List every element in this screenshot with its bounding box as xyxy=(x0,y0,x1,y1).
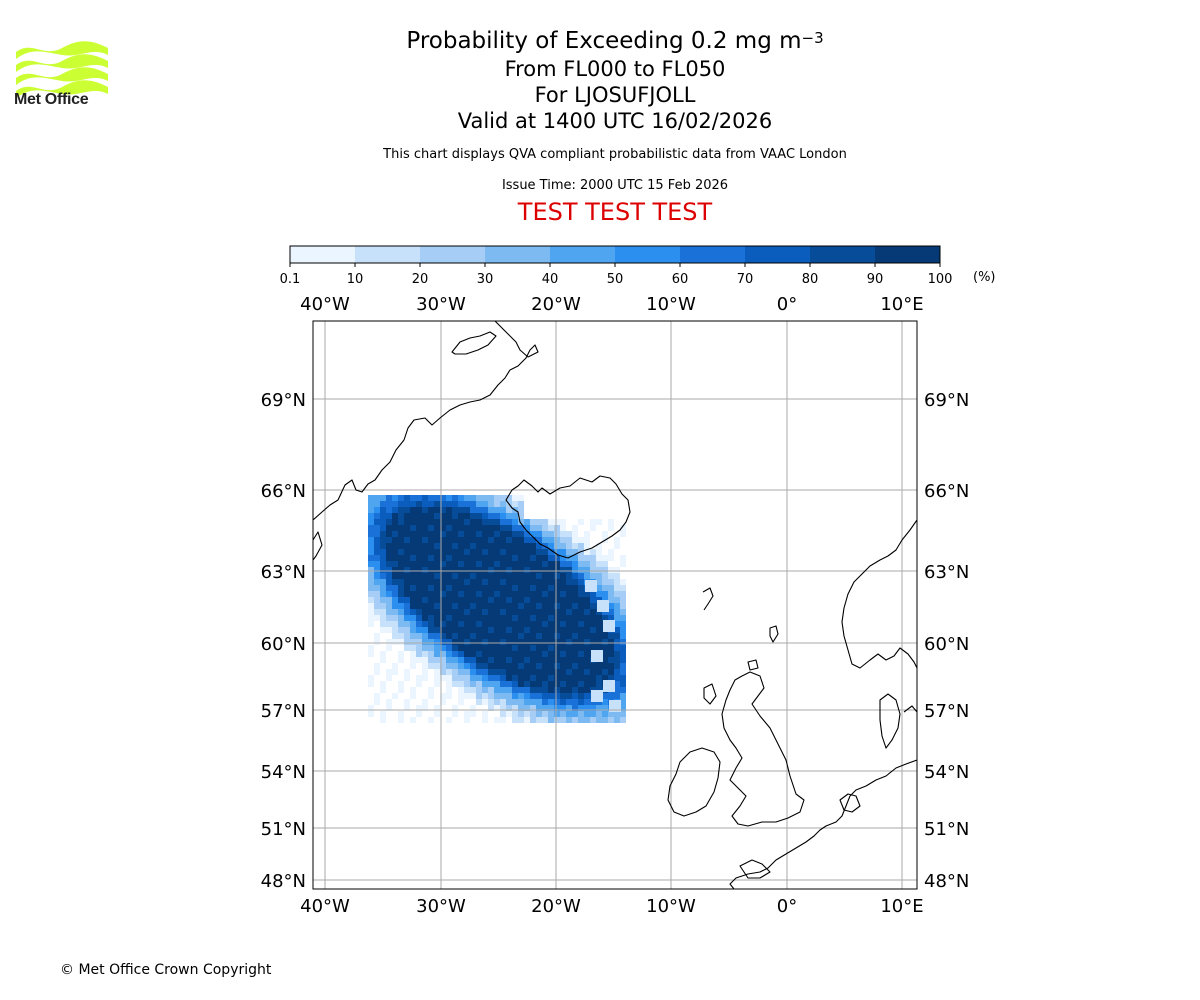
lat-label-right: 69°N xyxy=(924,390,969,411)
page-title: Probability of Exceeding 0.2 mg m−3 xyxy=(406,28,824,54)
lon-label-top: 20°W xyxy=(531,294,581,315)
colorbar-tick-label: 40 xyxy=(542,272,559,287)
netherlands xyxy=(839,793,861,813)
great-britain xyxy=(721,671,805,827)
colorbar-segment xyxy=(420,246,485,263)
map-frame xyxy=(312,320,918,890)
colorbar-tick-label: 100 xyxy=(928,272,953,287)
europe-mainland xyxy=(729,759,917,889)
lon-label-top: 0° xyxy=(777,294,797,315)
logo-wave xyxy=(16,54,108,72)
colorbar-segment xyxy=(745,246,810,263)
colorbar-tick-label: 70 xyxy=(737,272,754,287)
colorbar: 0.1 10 20 30 40 50 60 70 80 90 100 xyxy=(280,245,953,287)
lat-label-right: 48°N xyxy=(924,871,969,892)
lon-label-bottom: 40°W xyxy=(300,896,350,917)
copyright-footer: © Met Office Crown Copyright xyxy=(60,962,272,978)
coastlines xyxy=(313,321,917,889)
colorbar-tick-label: 50 xyxy=(607,272,624,287)
colorbar-tick-label: 0.1 xyxy=(280,272,301,287)
colorbar-segment xyxy=(680,246,745,263)
met-office-logo-text: Met Office xyxy=(14,91,89,108)
lon-label-bottom: 10°E xyxy=(880,896,923,917)
lat-label-left: 66°N xyxy=(261,481,306,502)
lat-label-left: 63°N xyxy=(261,562,306,583)
ash-probability-field xyxy=(368,495,626,723)
colorbar-tick-label: 20 xyxy=(412,272,429,287)
lon-label-top: 40°W xyxy=(300,294,350,315)
colorbar-segment xyxy=(810,246,875,263)
colorbar-segment xyxy=(485,246,550,263)
shetland xyxy=(769,625,779,643)
logo-wave xyxy=(16,80,108,98)
logo-wave xyxy=(16,67,108,85)
lat-label-left: 57°N xyxy=(261,701,306,722)
lat-label-left: 51°N xyxy=(261,819,306,840)
hebrides xyxy=(703,683,717,705)
orkney xyxy=(747,659,759,671)
lat-label-left: 60°N xyxy=(261,634,306,655)
norway-coast xyxy=(841,519,917,669)
brittany xyxy=(739,859,771,879)
met-office-logo xyxy=(16,41,108,98)
issue-time: Issue Time: 2000 UTC 15 Feb 2026 xyxy=(501,178,729,193)
lat-label-left: 54°N xyxy=(261,762,306,783)
lat-label-right: 66°N xyxy=(924,481,969,502)
lat-label-left: 48°N xyxy=(261,871,306,892)
valid-time: Valid at 1400 UTC 16/02/2026 xyxy=(457,109,773,133)
logo-wave xyxy=(16,41,108,59)
compliance-note: This chart displays QVA compliant probab… xyxy=(383,147,847,162)
lat-label-right: 60°N xyxy=(924,634,969,655)
colorbar-segment xyxy=(290,246,355,263)
lon-label-top: 10°E xyxy=(880,294,923,315)
colorbar-segment xyxy=(355,246,420,263)
lon-label-bottom: 0° xyxy=(777,896,797,917)
map-area xyxy=(313,321,917,889)
faroe-islands xyxy=(702,587,714,611)
chart-header: Probability of Exceeding 0.2 mg m−3 From… xyxy=(315,26,915,226)
volcano-name: For LJOSUFJOLL xyxy=(534,83,696,107)
denmark-sweden xyxy=(879,693,917,749)
lat-label-right: 51°N xyxy=(924,819,969,840)
graticule xyxy=(313,321,917,889)
colorbar-tick-label: 60 xyxy=(672,272,689,287)
colorbar-unit: (%) xyxy=(973,270,996,285)
greenland-southwest xyxy=(313,531,323,561)
ireland xyxy=(667,747,721,817)
test-banner: TEST TEST TEST xyxy=(517,198,713,226)
iceland-coast xyxy=(505,475,631,559)
lat-label-right: 63°N xyxy=(924,562,969,583)
lat-label-left: 69°N xyxy=(261,390,306,411)
lon-label-top: 30°W xyxy=(416,294,466,315)
lat-label-right: 57°N xyxy=(924,701,969,722)
lon-label-bottom: 20°W xyxy=(531,896,581,917)
colorbar-tick-label: 10 xyxy=(347,272,364,287)
title-superscript: −3 xyxy=(801,29,824,47)
colorbar-segment xyxy=(875,246,940,263)
flight-level-range: From FL000 to FL050 xyxy=(504,57,726,81)
colorbar-tick-label: 80 xyxy=(802,272,819,287)
colorbar-segment xyxy=(550,246,615,263)
map: 40°W 40°W 30°W 30°W 20°W 20°W 10°W 10°W 0° 0° 10°E… xyxy=(261,294,970,917)
lat-label-right: 54°N xyxy=(924,762,969,783)
lon-label-top: 10°W xyxy=(646,294,696,315)
colorbar-segment xyxy=(615,246,680,263)
lon-label-bottom: 30°W xyxy=(416,896,466,917)
colorbar-tick-label: 90 xyxy=(867,272,884,287)
greenland-east-islands xyxy=(451,331,497,355)
colorbar-tick-label: 30 xyxy=(477,272,494,287)
greenland-coast xyxy=(313,321,539,521)
logo-waves xyxy=(16,41,108,98)
lon-label-bottom: 10°W xyxy=(646,896,696,917)
